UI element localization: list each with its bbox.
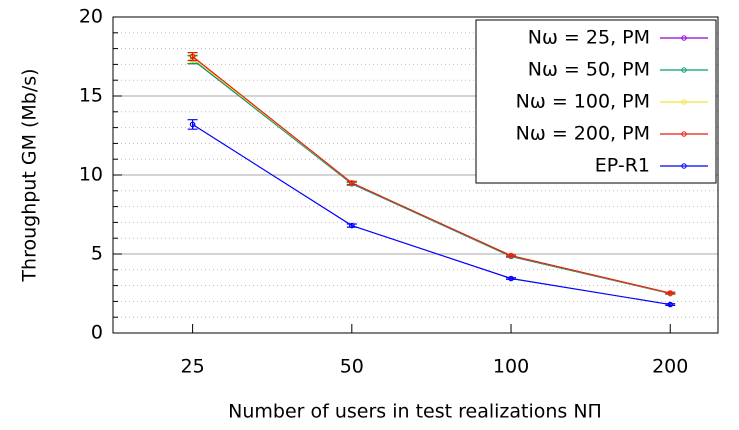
series-line bbox=[192, 56, 671, 294]
legend-marker bbox=[681, 99, 687, 105]
point bbox=[667, 301, 674, 308]
x-tick-label: 100 bbox=[493, 356, 529, 378]
legend-label: Nω = 50, PM bbox=[528, 59, 650, 81]
legend-marker bbox=[681, 35, 687, 41]
y-tick-label: 20 bbox=[79, 6, 103, 28]
y-tick-label: 0 bbox=[91, 322, 103, 344]
plot-frame bbox=[112, 16, 719, 334]
legend-marker bbox=[681, 67, 687, 73]
point bbox=[349, 222, 355, 229]
error-bar bbox=[665, 303, 676, 306]
y-tick-label: 10 bbox=[79, 164, 103, 186]
legend-marker bbox=[681, 163, 687, 169]
error-bar bbox=[187, 119, 198, 130]
point bbox=[189, 53, 196, 60]
x-tick-label: 50 bbox=[340, 356, 364, 378]
error-bar bbox=[506, 254, 517, 257]
x-axis-label: Number of users in test realizations NΠ bbox=[228, 401, 602, 423]
error-bar bbox=[346, 223, 357, 228]
error-bar bbox=[506, 277, 517, 280]
point bbox=[349, 180, 355, 186]
legend-label: EP-R1 bbox=[595, 155, 650, 177]
legend-label: Nω = 25, PM bbox=[528, 27, 650, 49]
x-tick-label: 25 bbox=[181, 356, 205, 378]
y-tick-label: 5 bbox=[91, 243, 103, 265]
error-bar bbox=[665, 291, 676, 295]
series-line bbox=[192, 123, 671, 306]
x-tick-label: 200 bbox=[652, 356, 688, 378]
legend-label: Nω = 200, PM bbox=[516, 123, 650, 145]
point bbox=[508, 252, 514, 259]
point bbox=[508, 275, 514, 282]
point bbox=[667, 290, 674, 296]
y-axis-label: Throughput GM (Mb/s) bbox=[19, 68, 41, 282]
error-bar bbox=[346, 180, 357, 186]
legend-label: Nω = 100, PM bbox=[516, 91, 650, 113]
legend-marker bbox=[681, 131, 687, 137]
point bbox=[189, 121, 196, 128]
y-tick-label: 15 bbox=[79, 85, 103, 107]
